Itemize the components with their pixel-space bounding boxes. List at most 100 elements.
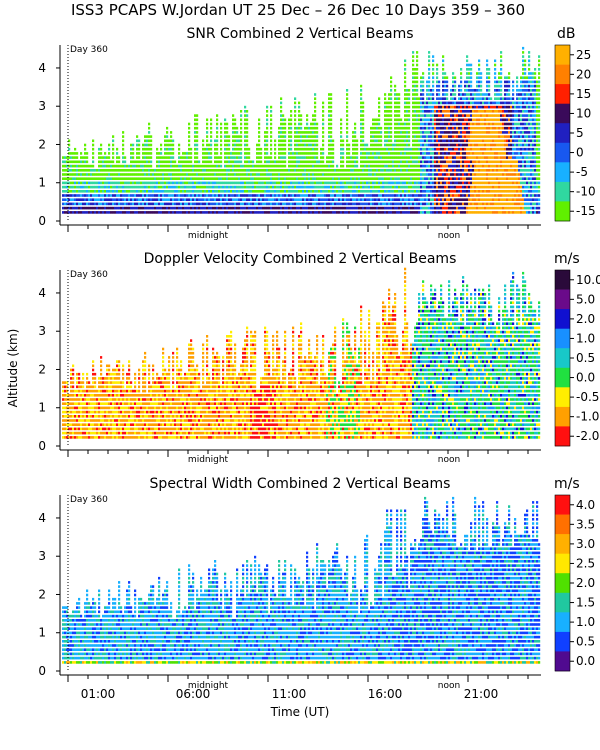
heatmap-cell	[136, 185, 139, 189]
heatmap-cell	[102, 185, 105, 189]
heatmap-cell	[296, 173, 299, 176]
heatmap-cell	[116, 147, 119, 151]
heatmap-cell	[422, 72, 425, 75]
heatmap-cell	[152, 198, 155, 201]
heatmap-cell	[220, 181, 223, 185]
heatmap-cell	[136, 160, 139, 164]
heatmap-cell	[402, 169, 405, 172]
heatmap-cell	[514, 169, 517, 172]
heatmap-cell	[442, 101, 445, 105]
heatmap-cell	[64, 160, 67, 164]
heatmap-cell	[282, 169, 285, 172]
heatmap-cell	[474, 114, 477, 117]
heatmap-cell	[426, 143, 429, 147]
heatmap-cell	[508, 118, 511, 122]
heatmap-cell	[278, 185, 281, 189]
heatmap-cell	[468, 177, 471, 180]
heatmap-cell	[154, 194, 157, 197]
heatmap-cell	[380, 135, 383, 138]
heatmap-cell	[382, 156, 385, 159]
heatmap-cell	[466, 164, 469, 168]
heatmap-cell	[412, 202, 415, 206]
heatmap-cell	[288, 135, 291, 138]
heatmap-cell	[498, 110, 501, 113]
heatmap-cell	[390, 89, 393, 92]
heatmap-cell	[430, 190, 433, 193]
heatmap-cell	[488, 190, 491, 193]
heatmap-cell	[430, 177, 433, 180]
heatmap-cell	[374, 169, 377, 172]
heatmap-cell	[462, 110, 465, 113]
heatmap-cell	[282, 202, 285, 206]
heatmap-cell	[380, 177, 383, 180]
heatmap-cell	[500, 194, 503, 197]
heatmap-cell	[220, 139, 223, 143]
heatmap-cell	[92, 152, 95, 155]
heatmap-cell	[318, 181, 321, 185]
heatmap-cell	[512, 156, 515, 159]
heatmap-cell	[442, 114, 445, 117]
heatmap-cell	[270, 160, 273, 164]
heatmap-cell	[438, 110, 441, 113]
heatmap-cell	[116, 190, 119, 193]
heatmap-cell	[100, 194, 103, 197]
heatmap-cell	[512, 202, 515, 206]
heatmap-cell	[100, 152, 103, 155]
heatmap-cell	[234, 152, 237, 155]
heatmap-cell	[166, 147, 169, 151]
heatmap-cell	[242, 198, 245, 201]
heatmap-cell	[470, 211, 473, 214]
heatmap-cell	[510, 131, 513, 134]
heatmap-cell	[494, 101, 497, 105]
heatmap-cell	[446, 122, 449, 126]
heatmap-cell	[486, 97, 489, 100]
heatmap-cell	[442, 105, 445, 109]
heatmap-cell	[438, 156, 441, 159]
heatmap-cell	[408, 152, 411, 155]
heatmap-cell	[368, 198, 371, 201]
heatmap-cell	[396, 139, 399, 143]
heatmap-cell	[124, 202, 127, 206]
heatmap-cell	[508, 84, 511, 88]
heatmap-cell	[414, 173, 417, 176]
heatmap-cell	[494, 118, 497, 122]
heatmap-cell	[298, 156, 301, 159]
heatmap-cell	[490, 118, 493, 122]
heatmap-cell	[248, 202, 251, 206]
heatmap-cell	[516, 122, 519, 126]
heatmap-cell	[422, 211, 425, 214]
heatmap-cell	[434, 152, 437, 155]
heatmap-cell	[270, 177, 273, 180]
heatmap-cell	[458, 126, 461, 130]
heatmap-cell	[156, 156, 159, 159]
heatmap-cell	[294, 101, 297, 105]
heatmap-cell	[456, 190, 459, 193]
heatmap-cell	[350, 211, 353, 214]
heatmap-cell	[306, 181, 309, 185]
heatmap-cell	[206, 181, 209, 185]
heatmap-cell	[288, 177, 291, 180]
heatmap-cell	[444, 211, 447, 214]
heatmap-cell	[492, 135, 495, 138]
heatmap-cell	[266, 160, 269, 164]
heatmap-cell	[468, 135, 471, 138]
heatmap-cell	[156, 181, 159, 185]
heatmap-cell	[278, 156, 281, 159]
heatmap-cell	[118, 194, 121, 197]
heatmap-cell	[424, 173, 427, 176]
heatmap-cell	[346, 139, 349, 143]
heatmap-cell	[304, 147, 307, 151]
heatmap-cell	[166, 169, 169, 172]
heatmap-cell	[132, 194, 135, 197]
heatmap-cell	[250, 211, 253, 214]
heatmap-cell	[498, 135, 501, 138]
heatmap-cell	[382, 169, 385, 172]
heatmap-cell	[354, 131, 357, 134]
heatmap-cell	[380, 164, 383, 168]
heatmap-cell	[142, 173, 145, 176]
heatmap-cell	[272, 173, 275, 176]
heatmap-cell	[384, 177, 387, 180]
heatmap-cell	[450, 110, 453, 113]
heatmap-cell	[458, 114, 461, 117]
heatmap-cell	[158, 206, 161, 210]
